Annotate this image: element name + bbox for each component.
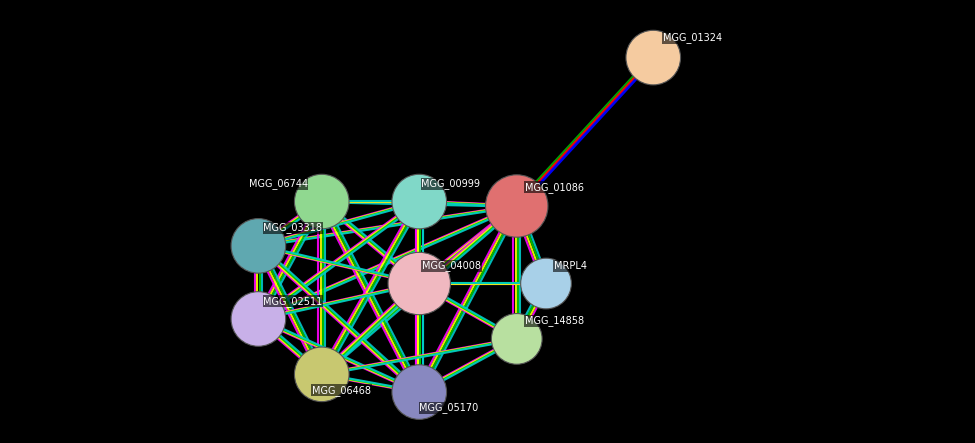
- Text: MGG_06744: MGG_06744: [249, 178, 308, 189]
- Ellipse shape: [486, 175, 548, 237]
- Ellipse shape: [392, 365, 447, 420]
- Text: MRPL4: MRPL4: [554, 261, 587, 271]
- Ellipse shape: [231, 291, 286, 346]
- Ellipse shape: [231, 218, 286, 273]
- Ellipse shape: [294, 347, 349, 402]
- Text: MGG_06468: MGG_06468: [312, 385, 371, 396]
- Ellipse shape: [626, 30, 681, 85]
- Ellipse shape: [294, 174, 349, 229]
- Ellipse shape: [392, 174, 447, 229]
- Ellipse shape: [521, 258, 571, 309]
- Ellipse shape: [491, 314, 542, 364]
- Text: MGG_00999: MGG_00999: [421, 178, 481, 189]
- Text: MGG_02511: MGG_02511: [263, 295, 323, 307]
- Text: MGG_01324: MGG_01324: [663, 32, 722, 43]
- Text: MGG_05170: MGG_05170: [419, 402, 479, 413]
- Text: MGG_04008: MGG_04008: [422, 260, 482, 271]
- Text: MGG_14858: MGG_14858: [525, 315, 584, 326]
- Text: MGG_01086: MGG_01086: [525, 182, 584, 193]
- Text: MGG_03318: MGG_03318: [263, 222, 323, 233]
- Ellipse shape: [388, 253, 450, 315]
